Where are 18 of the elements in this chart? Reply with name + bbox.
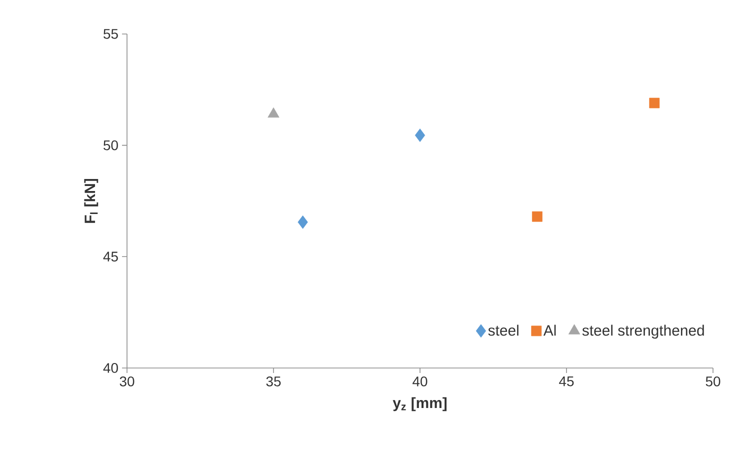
y-tick-label: 45 xyxy=(103,252,118,262)
y-tick-label: 50 xyxy=(104,140,118,150)
x-tick-label: 50 xyxy=(706,376,720,386)
point xyxy=(298,215,308,229)
legend-label: steel strengthened xyxy=(582,324,704,339)
y-tick-label: 40 xyxy=(103,363,118,373)
point xyxy=(414,128,426,142)
y-axis-title: F$_{l}$ [kN] xyxy=(84,178,98,223)
x-axis-title: y$_{z}$ [mm] xyxy=(392,397,447,412)
x-tick-label: 35 xyxy=(266,376,281,386)
x-tick-label: 30 xyxy=(120,376,134,386)
point xyxy=(532,211,542,222)
x-tick-label: 45 xyxy=(559,376,574,386)
x-tick-label: 40 xyxy=(412,376,428,386)
legend-label: Al xyxy=(543,324,556,336)
y-tick-label: 55 xyxy=(104,29,118,39)
point xyxy=(649,98,660,108)
legend-label: steel xyxy=(488,324,518,336)
